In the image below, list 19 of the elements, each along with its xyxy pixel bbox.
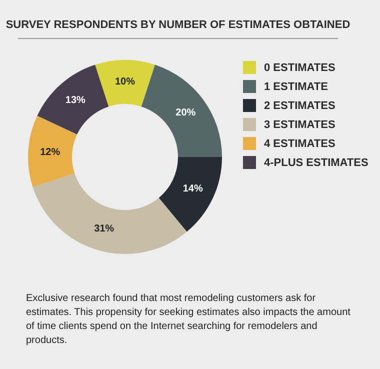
legend-label: 4-PLUS ESTIMATES	[264, 156, 368, 168]
legend-label: 0 ESTIMATES	[264, 62, 336, 74]
data-label: 12%	[40, 146, 60, 158]
donut-slice	[37, 64, 109, 134]
text: Exclusive research found that most remodeling customers ask for estimates. This propensity for seeking estimates also impacts the amount of time clients spend on the Internet searching for remodelers and products.	[26, 292, 352, 348]
donut-slice	[141, 64, 222, 157]
data-label: 31%	[94, 224, 114, 235]
donut-slice	[158, 157, 222, 232]
legend-label: 1 ESTIMATE	[264, 80, 328, 92]
chart-title: SURVEY RESPONDENTS BY NUMBER OF ESTIMATES OBTAINED	[4, 19, 352, 31]
data-label: 13%	[65, 95, 86, 106]
data-label: 14%	[182, 183, 203, 194]
data-label: 10%	[114, 76, 136, 88]
data-label: 20%	[176, 107, 196, 118]
legend-label: 2 ESTIMATES	[264, 100, 336, 112]
donut-slice	[95, 60, 155, 107]
donut-slice	[28, 116, 78, 187]
legend-label: 4 ESTIMATES	[264, 138, 336, 150]
legend-label: 3 ESTIMATES	[264, 118, 336, 130]
